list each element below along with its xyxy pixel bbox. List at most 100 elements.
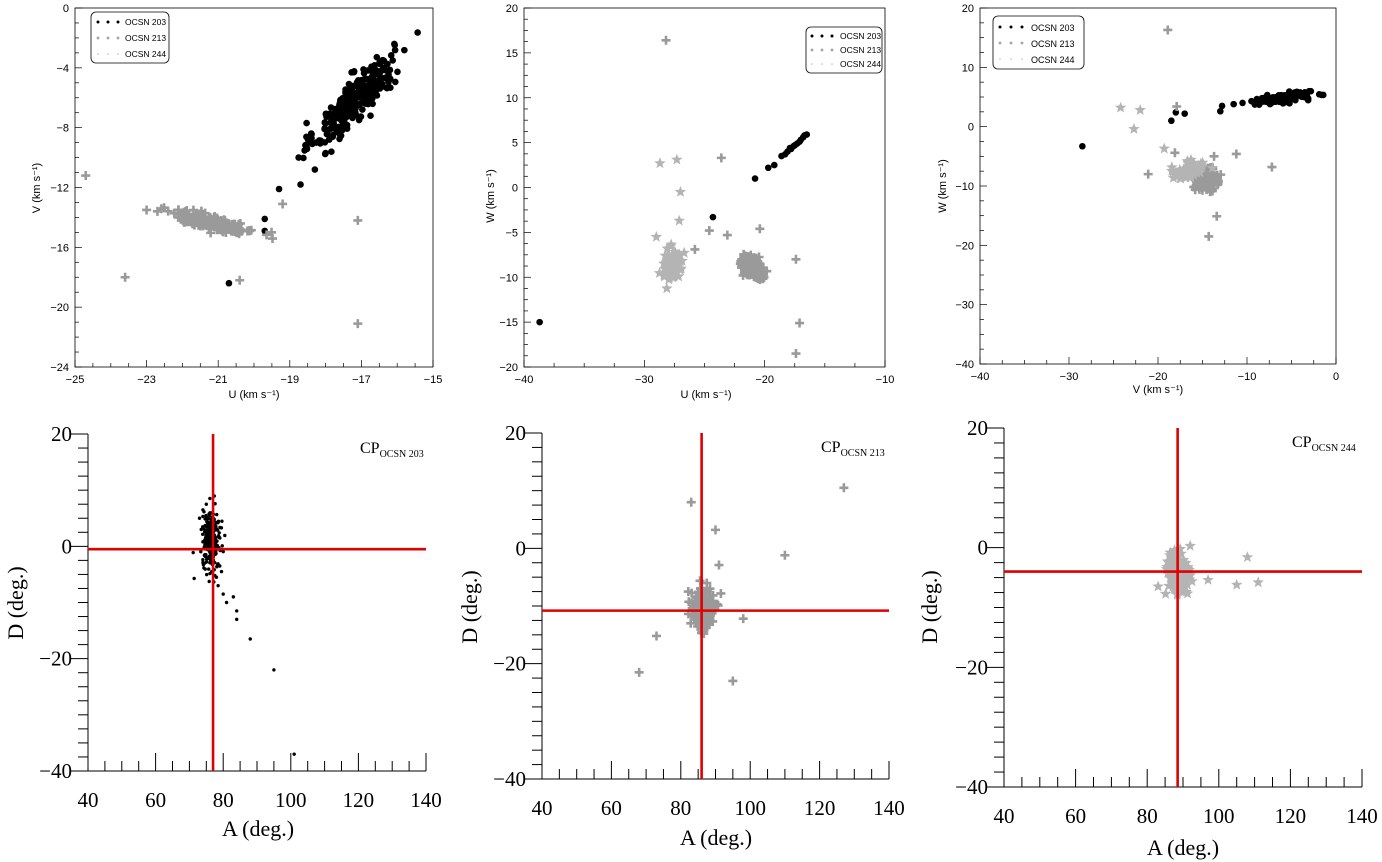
x-axis-label: A (deg.)	[222, 816, 294, 841]
data-point	[711, 525, 720, 535]
legend-marker-ocsn-213	[998, 41, 1024, 45]
data-point	[337, 100, 345, 107]
data-point	[686, 497, 696, 507]
y-tick-label: 0	[63, 3, 69, 15]
data-point	[716, 588, 726, 598]
data-point	[203, 552, 207, 557]
data-point	[224, 600, 229, 605]
data-point	[1163, 579, 1175, 591]
y-tick-label: −24	[50, 362, 69, 374]
data-point	[1169, 555, 1181, 567]
data-point	[1114, 101, 1127, 113]
data-point	[218, 564, 222, 568]
data-point	[368, 82, 376, 89]
data-point	[1217, 107, 1224, 115]
data-point	[690, 244, 700, 254]
data-point	[786, 144, 794, 152]
data-point	[661, 242, 673, 254]
data-point	[801, 132, 808, 139]
data-point	[1079, 142, 1086, 150]
x-tick-label: 120	[804, 796, 836, 820]
data-point	[384, 60, 391, 68]
data-point	[1177, 578, 1189, 590]
panel-title: CPOCSN 213	[821, 439, 885, 459]
legend: OCSN 203 OCSN 213 OCSN 244	[805, 26, 883, 74]
data-point	[755, 224, 765, 234]
series-ocsn-203	[191, 494, 296, 756]
data-point	[206, 522, 210, 526]
data-point	[322, 120, 329, 127]
data-point	[1170, 148, 1180, 158]
data-point	[192, 576, 196, 581]
data-points	[634, 483, 849, 686]
x-tick-label: −10	[1238, 371, 1257, 383]
panel-cp203: 40 60 80 100 120 140 −40 −20 0 20 CPOCSN 203 A (d…	[3, 422, 442, 841]
data-point	[213, 541, 218, 545]
x-tick-label: 100	[1203, 804, 1235, 828]
data-point	[392, 78, 399, 86]
data-point	[220, 519, 224, 523]
data-points	[191, 494, 296, 756]
data-point	[204, 502, 208, 506]
series-ocsn-213	[1143, 25, 1277, 241]
data-point	[204, 572, 209, 577]
y-axis-label: W (km s⁻¹)	[485, 169, 497, 222]
data-point	[1248, 97, 1255, 105]
data-point	[272, 668, 276, 672]
data-point	[215, 512, 219, 517]
data-point	[691, 618, 701, 628]
data-point	[244, 226, 254, 236]
data-point	[201, 508, 205, 512]
data-point	[353, 319, 363, 329]
y-tick-label: 0	[62, 534, 73, 558]
data-point	[1168, 544, 1181, 555]
data-point	[221, 549, 225, 554]
data-point	[1191, 166, 1203, 178]
y-tick-label: −40	[39, 759, 72, 783]
y-tick-label: 10	[506, 93, 518, 105]
panel-cp244: 40 60 80 100 120 140 −40 −20 0 20 CPOCSN 244 A (d…	[917, 416, 1378, 860]
panel-title-sub: OCSN 213	[841, 448, 885, 459]
data-point	[212, 223, 222, 233]
y-tick-label: 0	[516, 536, 527, 560]
data-point	[219, 526, 224, 530]
y-tick-label: −40	[955, 359, 974, 371]
data-point	[325, 136, 333, 143]
data-point	[780, 550, 790, 560]
data-point	[1194, 175, 1204, 185]
y-tick-label: −8	[56, 123, 69, 135]
data-point	[328, 148, 335, 156]
data-point	[359, 106, 366, 113]
data-point	[1152, 580, 1164, 592]
y-tick-label: −30	[955, 300, 974, 312]
data-points	[81, 29, 421, 329]
data-point	[179, 207, 189, 217]
data-point	[652, 631, 662, 641]
data-point	[1196, 156, 1209, 168]
legend-label-ocsn-244: OCSN 244	[125, 49, 166, 59]
y-axis-label: V (km s⁻¹)	[31, 163, 43, 213]
y-tick-label: −40	[493, 767, 526, 791]
data-point	[308, 130, 315, 138]
data-point	[201, 540, 205, 544]
legend-label-ocsn-244: OCSN 244	[1031, 55, 1075, 65]
data-point	[1177, 585, 1190, 597]
data-point	[1180, 162, 1193, 174]
data-point	[1158, 142, 1170, 154]
panel-title-main: CP	[821, 439, 841, 456]
y-tick-label: 20	[51, 422, 72, 446]
legend-label-ocsn-213: OCSN 213	[1031, 39, 1075, 49]
data-point	[303, 133, 310, 141]
x-axis-label: U (km s⁻¹)	[680, 389, 731, 401]
data-point	[1181, 587, 1194, 599]
data-point	[728, 676, 738, 686]
data-point	[1202, 574, 1214, 585]
data-point	[342, 86, 349, 93]
x-tick-label: 140	[410, 788, 442, 812]
data-point	[360, 69, 368, 77]
y-tick-label: 0	[968, 122, 974, 134]
data-point	[336, 131, 344, 138]
y-tick-label: 15	[506, 48, 518, 60]
x-axis-label: V (km s⁻¹)	[1133, 384, 1183, 396]
data-point	[1184, 569, 1196, 581]
